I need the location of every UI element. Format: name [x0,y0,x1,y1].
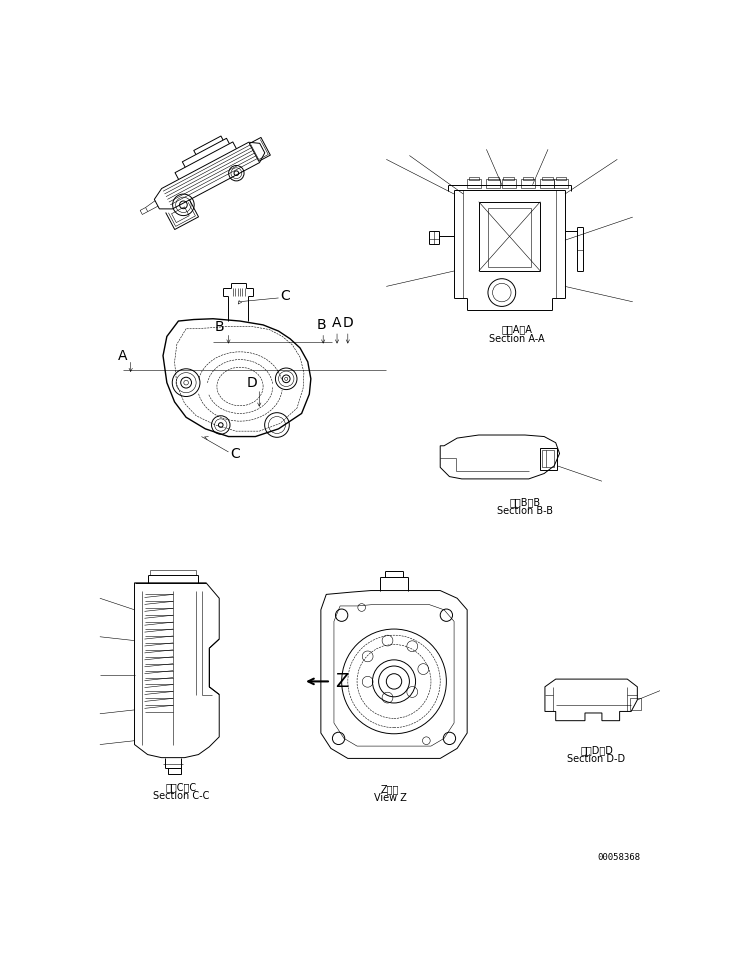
Text: B: B [317,318,326,332]
Text: B: B [215,320,224,334]
Bar [540,448,557,470]
Bar [523,177,534,180]
Bar [488,177,499,180]
Bar [467,178,481,188]
Text: A: A [332,316,342,331]
Text: A: A [118,349,128,363]
Bar [487,178,501,188]
Bar [554,178,568,188]
Text: 断面B－B: 断面B－B [509,497,540,507]
Bar [542,449,554,467]
Text: Section D-D: Section D-D [567,755,625,764]
Text: Z: Z [335,672,348,691]
Bar [540,178,554,188]
Text: C: C [231,448,240,461]
Text: 断面D－D: 断面D－D [580,745,613,755]
Text: D: D [246,375,257,390]
Bar [556,177,567,180]
Bar [503,177,514,180]
Text: 00058368: 00058368 [598,853,640,862]
Bar [521,178,535,188]
Text: Z　視: Z 視 [381,784,399,795]
Bar [630,697,641,710]
Text: D: D [343,316,354,331]
Bar [502,178,516,188]
Text: Section C-C: Section C-C [153,791,209,801]
Text: Section A-A: Section A-A [490,333,545,344]
Text: 断面A－A: 断面A－A [502,324,533,333]
Bar [542,177,553,180]
Text: C: C [280,289,290,302]
Text: Section B-B: Section B-B [497,506,553,516]
Text: 断面C－C: 断面C－C [165,782,196,792]
Text: View Z: View Z [373,794,406,803]
Bar [168,767,182,774]
Bar [469,177,479,180]
